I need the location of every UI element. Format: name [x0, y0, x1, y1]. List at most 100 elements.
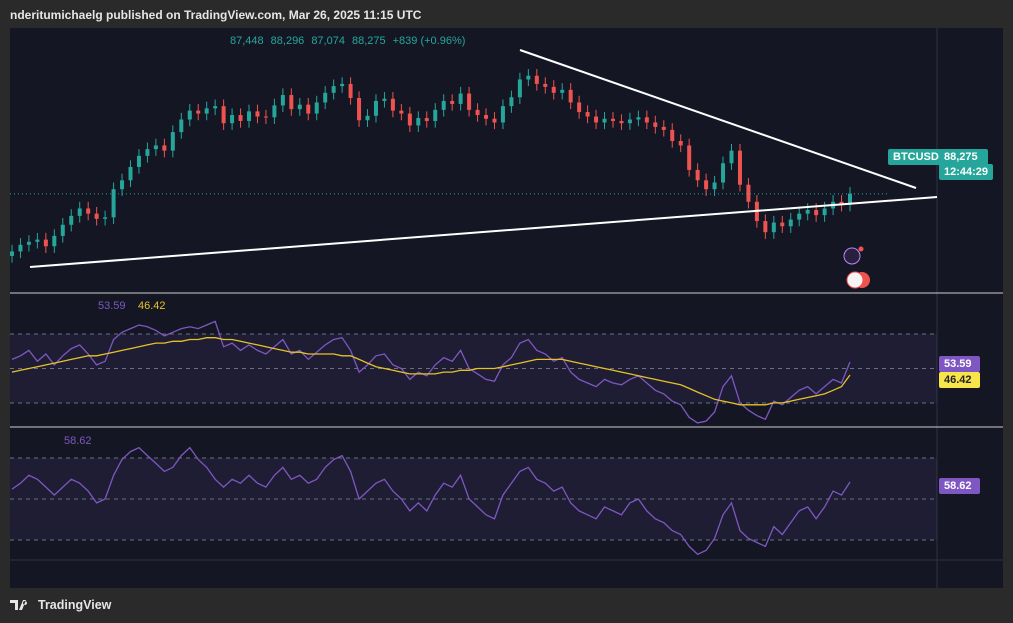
us-flag-icon [846, 271, 864, 289]
candle-body [746, 184, 751, 202]
candle-body [695, 169, 700, 181]
candle-body [627, 119, 632, 124]
candle-body [763, 221, 768, 233]
ohlc-low: 87,074 [311, 35, 345, 47]
candle-body [52, 235, 57, 247]
oscillator-line [11, 446, 851, 556]
candle-body [306, 104, 311, 114]
resistance-trendline [519, 49, 917, 189]
candle-body [86, 208, 91, 214]
candle-body [848, 193, 852, 205]
candle-body [145, 149, 150, 156]
ohlc-open: 87,448 [230, 35, 264, 47]
footer-brand[interactable]: TradingView [10, 598, 111, 612]
candle-body [729, 150, 734, 164]
candle-body [196, 110, 201, 114]
candle-body [721, 163, 726, 183]
candle-body [585, 112, 590, 117]
candle-body [238, 115, 243, 121]
candle-body [458, 93, 463, 104]
rsi-inline-value: 53.59 [98, 300, 126, 312]
candle-body [314, 102, 319, 114]
candle-body [594, 116, 599, 123]
osc-inline-value: 58.62 [64, 435, 92, 447]
event-marker-icon [843, 247, 861, 265]
candle-body [272, 105, 277, 118]
candle-body [280, 95, 285, 106]
support-trendline [29, 196, 938, 268]
ohlc-legend: 87,448 88,296 87,074 88,275 +839 (+0.96%… [230, 35, 465, 47]
candle-body [704, 180, 709, 190]
candle-body [357, 98, 362, 121]
candle-body [10, 251, 14, 256]
candle-body [111, 189, 116, 218]
candle-body [644, 117, 649, 123]
candle-body [382, 98, 387, 101]
price-label: 88,275 [939, 149, 988, 165]
candle-body [687, 145, 692, 170]
candle-body [484, 115, 489, 119]
candle-body [297, 104, 302, 110]
publish-header: nderitumichaelg published on TradingView… [10, 8, 422, 22]
candle-body [162, 145, 167, 151]
rsi-ma-axis-label: 46.42 [939, 372, 980, 388]
candle-body [822, 208, 827, 216]
rsi-line [11, 320, 851, 424]
candle-body [136, 155, 141, 167]
candle-body [560, 89, 565, 93]
candle-body [805, 209, 810, 214]
candle-body [568, 89, 573, 103]
candle-body [60, 224, 65, 236]
candle-body [213, 106, 218, 109]
countdown-label: 12:44:29 [939, 164, 994, 180]
candle-body [475, 109, 480, 116]
rsi-ma-line [11, 337, 851, 406]
candle-body [255, 111, 260, 117]
candle-body [263, 116, 268, 118]
candle-body [780, 222, 785, 227]
rsi-ma-inline-value: 46.42 [138, 300, 166, 312]
candle-body [526, 75, 531, 80]
candle-body [661, 126, 666, 130]
candle-body [26, 241, 31, 245]
symbol-label[interactable]: BTCUSD [888, 149, 944, 165]
candle-body [331, 86, 336, 93]
candle-body [814, 209, 819, 216]
chart-frame [10, 28, 1003, 588]
candle-body [534, 75, 539, 84]
ohlc-high: 88,296 [270, 35, 305, 47]
candle-body [69, 215, 74, 225]
candle-body [433, 109, 438, 121]
candle-body [323, 92, 328, 103]
ohlc-change: +839 (+0.96%) [392, 35, 466, 47]
candle-body [424, 118, 429, 121]
candle-body [839, 201, 844, 205]
osc-axis-label: 58.62 [939, 478, 980, 494]
candle-body [678, 141, 683, 146]
tradingview-logo-icon [10, 600, 28, 610]
candle-body [35, 239, 40, 242]
candle-body [170, 132, 175, 151]
candle-body [551, 86, 556, 93]
candle-body [120, 180, 125, 190]
candle-body [94, 213, 99, 219]
candle-body [467, 93, 472, 110]
candle-body [77, 208, 82, 216]
candle-body [373, 100, 378, 116]
candle-body [577, 102, 582, 113]
candle-body [221, 106, 226, 124]
candle-body [153, 145, 158, 150]
candle-body [771, 222, 776, 233]
candle-body [797, 213, 802, 220]
candle-body [517, 79, 522, 98]
candle-body [230, 115, 235, 124]
candle-body [441, 100, 446, 110]
candle-body [103, 217, 108, 219]
candle-body [788, 219, 793, 227]
candle-body [653, 122, 658, 127]
candle-body [204, 108, 209, 114]
candle-body [712, 182, 717, 190]
candle-body [348, 83, 353, 98]
candle-body [602, 118, 607, 123]
